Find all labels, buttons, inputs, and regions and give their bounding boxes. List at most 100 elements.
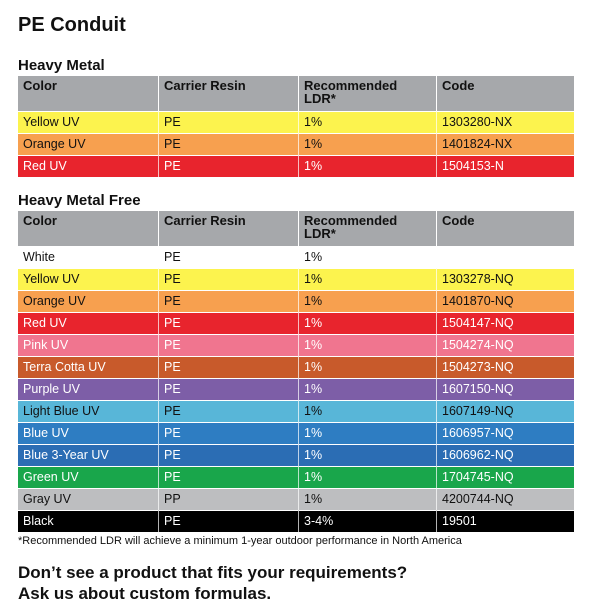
heavy-metal-body: Yellow UV PE 1% 1303280-NX Orange UV PE 1% 1401… [18,111,574,177]
cell-code: 19501 [436,510,574,532]
cell-ldr: 1% [298,400,436,422]
cell-code [436,246,574,268]
cell-ldr: 1% [298,111,436,133]
cell-resin: PE [158,133,298,155]
cell-code: 1504153-N [436,155,574,177]
table-row: Black PE 3-4% 19501 [18,510,574,532]
table-row: Light Blue UV PE 1% 1607149-NQ [18,400,574,422]
cell-color: Yellow UV [18,111,158,133]
column-header-code: Code [436,211,574,246]
section-heavy-metal-free: Heavy Metal Free Color Carrier Resin Rec… [18,191,574,532]
cell-color: Orange UV [18,290,158,312]
cell-resin: PE [158,312,298,334]
table-row: Terra Cotta UV PE 1% 1504273-NQ [18,356,574,378]
cell-code: 1504274-NQ [436,334,574,356]
cell-ldr: 1% [298,312,436,334]
column-header-resin: Carrier Resin [158,76,298,111]
cell-color: Gray UV [18,488,158,510]
cell-code: 1504273-NQ [436,356,574,378]
table-row: Pink UV PE 1% 1504274-NQ [18,334,574,356]
column-header-resin: Carrier Resin [158,211,298,246]
cell-ldr: 1% [298,488,436,510]
cell-color: Black [18,510,158,532]
cell-code: 4200744-NQ [436,488,574,510]
cta-line-1: Don’t see a product that fits your requi… [18,563,408,582]
cell-ldr: 1% [298,246,436,268]
cell-resin: PE [158,246,298,268]
cell-color: Yellow UV [18,268,158,290]
cell-ldr: 1% [298,133,436,155]
cell-resin: PE [158,510,298,532]
cell-ldr: 1% [298,356,436,378]
cell-resin: PE [158,268,298,290]
column-header-ldr-text: Recommended LDR* [304,213,398,241]
column-header-ldr-text: Recommended LDR* [304,78,398,106]
cell-resin: PE [158,334,298,356]
cell-resin: PE [158,356,298,378]
cell-ldr: 1% [298,422,436,444]
cell-code: 1504147-NQ [436,312,574,334]
cell-color: Orange UV [18,133,158,155]
page-title: PE Conduit [18,14,126,36]
table-row: Orange UV PE 1% 1401824-NX [18,133,574,155]
cell-ldr: 1% [298,268,436,290]
cell-code: 1607150-NQ [436,378,574,400]
column-header-color: Color [18,211,158,246]
cell-code: 1303278-NQ [436,268,574,290]
column-header-ldr: Recommended LDR* [298,76,436,111]
heavy-metal-table: Color Carrier Resin Recommended LDR* Cod… [18,76,574,177]
cell-color: Green UV [18,466,158,488]
cell-resin: PE [158,444,298,466]
cell-code: 1401824-NX [436,133,574,155]
page: PE Conduit Heavy Metal Color Carrier Res… [18,10,574,604]
heavy-metal-free-table: Color Carrier Resin Recommended LDR* Cod… [18,211,574,532]
table-row: Green UV PE 1% 1704745-NQ [18,466,574,488]
cell-ldr: 3-4% [298,510,436,532]
table-row: Red UV PE 1% 1504147-NQ [18,312,574,334]
table-header-row: Color Carrier Resin Recommended LDR* Cod… [18,76,574,111]
cell-code: 1607149-NQ [436,400,574,422]
cell-color: Red UV [18,155,158,177]
table-row: Purple UV PE 1% 1607150-NQ [18,378,574,400]
cell-resin: PE [158,422,298,444]
cell-resin: PP [158,488,298,510]
cell-resin: PE [158,378,298,400]
cell-ldr: 1% [298,378,436,400]
table-row: Blue 3-Year UV PE 1% 1606962-NQ [18,444,574,466]
cell-color: White [18,246,158,268]
cell-color: Purple UV [18,378,158,400]
table-row: Yellow UV PE 1% 1303278-NQ [18,268,574,290]
table-row: Orange UV PE 1% 1401870-NQ [18,290,574,312]
cell-ldr: 1% [298,444,436,466]
call-to-action: Don’t see a product that fits your requi… [18,562,574,604]
cell-color: Terra Cotta UV [18,356,158,378]
column-header-color: Color [18,76,158,111]
cell-resin: PE [158,400,298,422]
cell-resin: PE [158,466,298,488]
footnote: *Recommended LDR will achieve a minimum … [18,535,462,547]
section-title: Heavy Metal [18,57,105,74]
table-row: Gray UV PP 1% 4200744-NQ [18,488,574,510]
cell-code: 1606957-NQ [436,422,574,444]
cell-code: 1704745-NQ [436,466,574,488]
cell-ldr: 1% [298,466,436,488]
table-row: Blue UV PE 1% 1606957-NQ [18,422,574,444]
cell-color: Blue 3-Year UV [18,444,158,466]
cell-color: Blue UV [18,422,158,444]
cell-ldr: 1% [298,334,436,356]
cell-resin: PE [158,111,298,133]
cell-ldr: 1% [298,155,436,177]
table-row: Red UV PE 1% 1504153-N [18,155,574,177]
cell-resin: PE [158,155,298,177]
column-header-code: Code [436,76,574,111]
cell-code: 1606962-NQ [436,444,574,466]
table-row: Yellow UV PE 1% 1303280-NX [18,111,574,133]
table-row: White PE 1% [18,246,574,268]
cell-color: Red UV [18,312,158,334]
table-header-row: Color Carrier Resin Recommended LDR* Cod… [18,211,574,246]
cell-ldr: 1% [298,290,436,312]
column-header-ldr: Recommended LDR* [298,211,436,246]
heavy-metal-free-body: White PE 1% Yellow UV PE 1% 1303278-NQ Orange U… [18,246,574,532]
cta-line-2: Ask us about custom formulas. [18,584,272,603]
cell-color: Light Blue UV [18,400,158,422]
